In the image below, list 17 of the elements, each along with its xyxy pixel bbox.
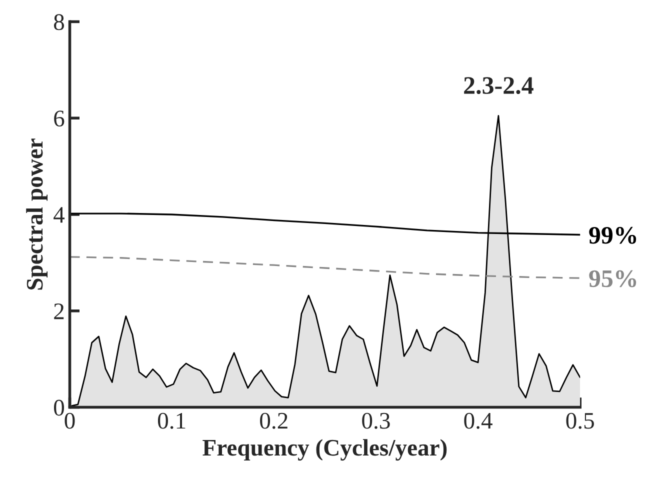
x-tick-label: 0 — [64, 412, 75, 429]
series-label: 95% — [589, 270, 636, 288]
series-label: 99% — [589, 226, 636, 244]
x-tick-label: 0.5 — [566, 412, 594, 429]
y-tick-label: 4 — [54, 207, 65, 223]
x-tick-label: 0.1 — [158, 412, 186, 429]
x-tick-label: 0.2 — [260, 412, 288, 429]
x-tick-label: 0.4 — [464, 412, 492, 429]
x-tick-label: 0.3 — [362, 412, 390, 429]
y-axis-title: Spectral power — [26, 138, 48, 290]
line-series — [70, 256, 580, 279]
y-tick-label: 8 — [54, 14, 64, 30]
x-axis-title: Frequency (Cycles/year) — [202, 439, 447, 461]
y-tick-label: 6 — [54, 110, 64, 127]
y-tick-label: 2 — [54, 303, 64, 320]
y-tick-label: 0 — [54, 400, 64, 416]
annotation: 2.3-2.4 — [464, 77, 534, 94]
